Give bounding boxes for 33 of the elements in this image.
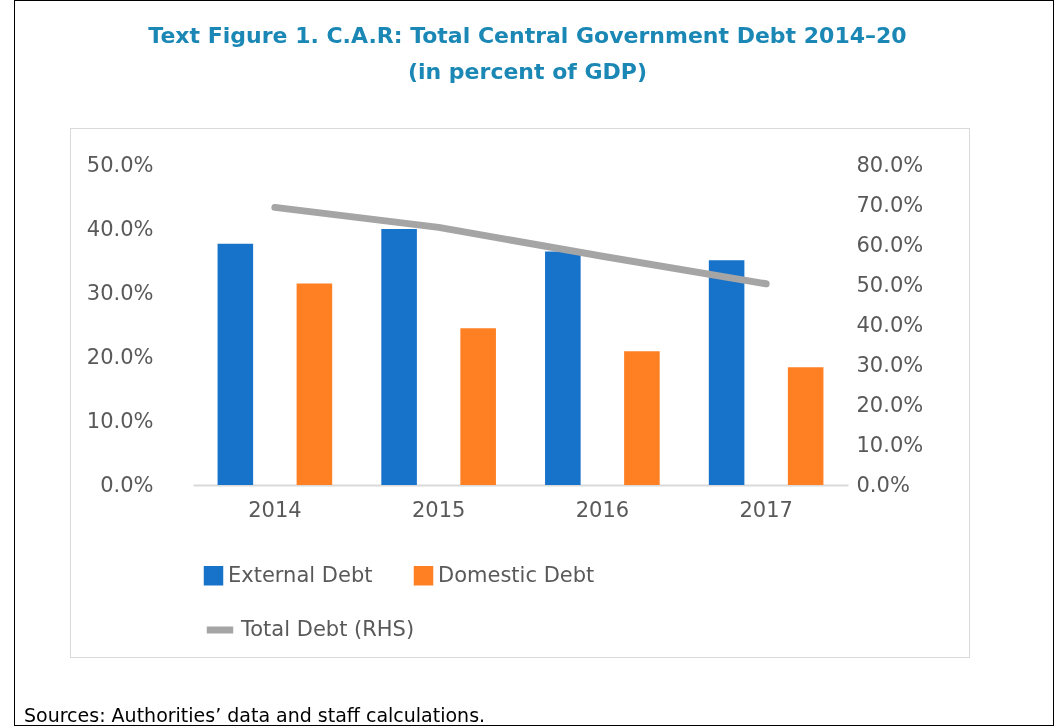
bar [708, 260, 745, 485]
bar [787, 367, 824, 485]
x-tick-label: 2014 [248, 497, 302, 522]
y-tick-label: 20.0% [86, 344, 154, 369]
y2-tick-label: 50.0% [856, 272, 924, 297]
y2-tick-label: 10.0% [856, 432, 924, 457]
y2-tick-label: 20.0% [856, 392, 924, 417]
x-tick-label: 2015 [411, 497, 466, 522]
legend-label: Total Debt (RHS) [240, 617, 415, 641]
y2-tick-label: 0.0% [856, 472, 910, 497]
y-tick-label: 10.0% [86, 408, 154, 433]
bar [545, 251, 581, 485]
x-tick-label: 2017 [739, 497, 793, 522]
y-tick-label: 30.0% [86, 280, 154, 305]
y2-tick-label: 60.0% [856, 232, 924, 257]
bar [624, 351, 660, 485]
y-tick-label: 50.0% [86, 152, 154, 177]
source-note: Sources: Authorities’ data and staff calculations. [24, 704, 486, 726]
chart-subtitle: (in percent of GDP) [406, 58, 649, 86]
y2-tick-label: 80.0% [856, 152, 924, 177]
legend-label: External Debt [228, 562, 373, 587]
bar [381, 229, 417, 485]
y-tick-label: 40.0% [86, 216, 154, 241]
bar [217, 243, 254, 485]
bar [296, 283, 333, 485]
chart-title: Text Figure 1. C.A.R: Total Central Government Debt 2014–20 [147, 22, 908, 50]
legend-label: Domestic Debt [438, 562, 595, 587]
y2-tick-label: 30.0% [856, 352, 924, 377]
x-tick-label: 2016 [575, 497, 630, 522]
y2-tick-label: 70.0% [856, 192, 924, 217]
y2-tick-label: 40.0% [856, 312, 924, 337]
y-tick-label: 0.0% [100, 472, 154, 497]
bar [460, 328, 496, 485]
